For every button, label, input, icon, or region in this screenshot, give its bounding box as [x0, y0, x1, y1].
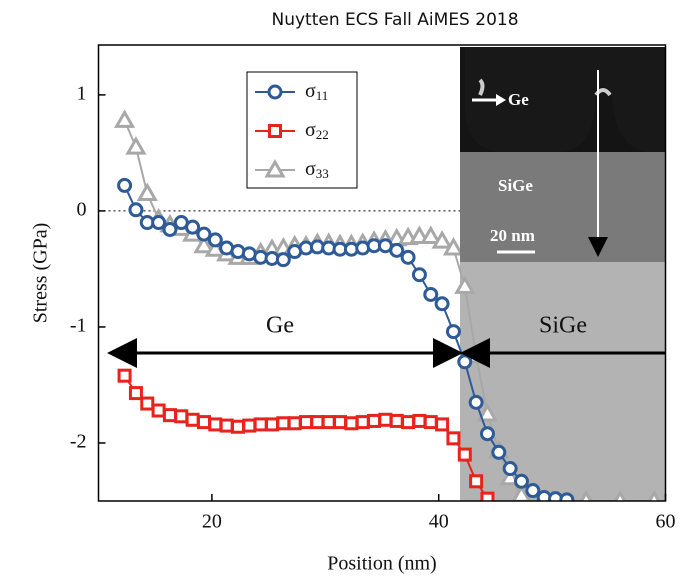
annotation: SiGe [539, 313, 587, 339]
marker [425, 288, 437, 300]
marker [210, 419, 221, 430]
x-tick-label: 60 [656, 511, 676, 533]
marker [278, 418, 289, 429]
marker [413, 269, 425, 281]
marker [471, 476, 482, 487]
marker [515, 475, 527, 487]
marker [164, 410, 175, 421]
marker [267, 419, 278, 430]
marker [335, 417, 346, 428]
marker [270, 126, 281, 137]
annotation: Ge [266, 313, 294, 339]
marker [437, 419, 448, 430]
marker [139, 186, 155, 200]
x-tick-label: 40 [429, 511, 449, 533]
marker [209, 234, 221, 246]
marker [187, 221, 199, 233]
marker [470, 396, 482, 408]
page: {"chart_data": { "type": "line", "title"… [0, 0, 685, 581]
inset-label: SiGe [498, 176, 533, 195]
marker [130, 388, 141, 399]
marker [153, 405, 164, 416]
y-tick-label: 0 [77, 199, 87, 221]
marker [244, 420, 255, 431]
marker [198, 417, 209, 428]
marker [459, 356, 471, 368]
y-tick-label: 1 [77, 82, 87, 104]
marker [391, 244, 403, 256]
chart: Nuytten ECS Fall AiMES 2018 Ge SiGe 20 n… [0, 0, 685, 581]
marker [277, 254, 289, 266]
marker [357, 417, 368, 428]
inset-label: Ge [508, 90, 529, 109]
marker [402, 251, 414, 263]
marker [164, 223, 176, 235]
marker [232, 421, 243, 432]
x-axis-label: Position (nm) [327, 553, 436, 575]
marker [187, 414, 198, 425]
y-axis-label: Stress (GPa) [30, 223, 52, 324]
marker [142, 398, 153, 409]
marker [481, 428, 493, 440]
marker [128, 139, 144, 153]
marker [176, 411, 187, 422]
inset-label: 20 nm [490, 226, 535, 245]
y-tick-label: -1 [70, 315, 87, 337]
sige-region [460, 262, 665, 501]
marker [346, 418, 357, 429]
marker [221, 420, 232, 431]
x-tick-label: 20 [202, 511, 222, 533]
marker [447, 326, 459, 338]
y-tick-label: -2 [70, 431, 87, 453]
marker [436, 298, 448, 310]
marker [117, 112, 133, 126]
marker [482, 493, 493, 504]
marker [323, 417, 334, 428]
marker [119, 370, 130, 381]
marker [289, 418, 300, 429]
marker [312, 417, 323, 428]
marker [425, 417, 436, 428]
marker [434, 233, 450, 247]
marker [369, 415, 380, 426]
marker [380, 414, 391, 425]
marker [391, 415, 402, 426]
marker [527, 485, 539, 497]
marker [255, 419, 266, 430]
marker [561, 494, 573, 506]
inset-image: Ge SiGe 20 nm [460, 47, 665, 262]
marker [493, 446, 505, 458]
marker [301, 417, 312, 428]
marker [153, 217, 165, 229]
marker [459, 449, 470, 460]
marker [448, 433, 459, 444]
marker [414, 415, 425, 426]
marker [119, 179, 131, 191]
marker [504, 463, 516, 475]
marker [403, 417, 414, 428]
marker [130, 204, 142, 216]
series-line [125, 376, 488, 499]
chart-title: Nuytten ECS Fall AiMES 2018 [271, 10, 518, 30]
marker [269, 86, 281, 98]
